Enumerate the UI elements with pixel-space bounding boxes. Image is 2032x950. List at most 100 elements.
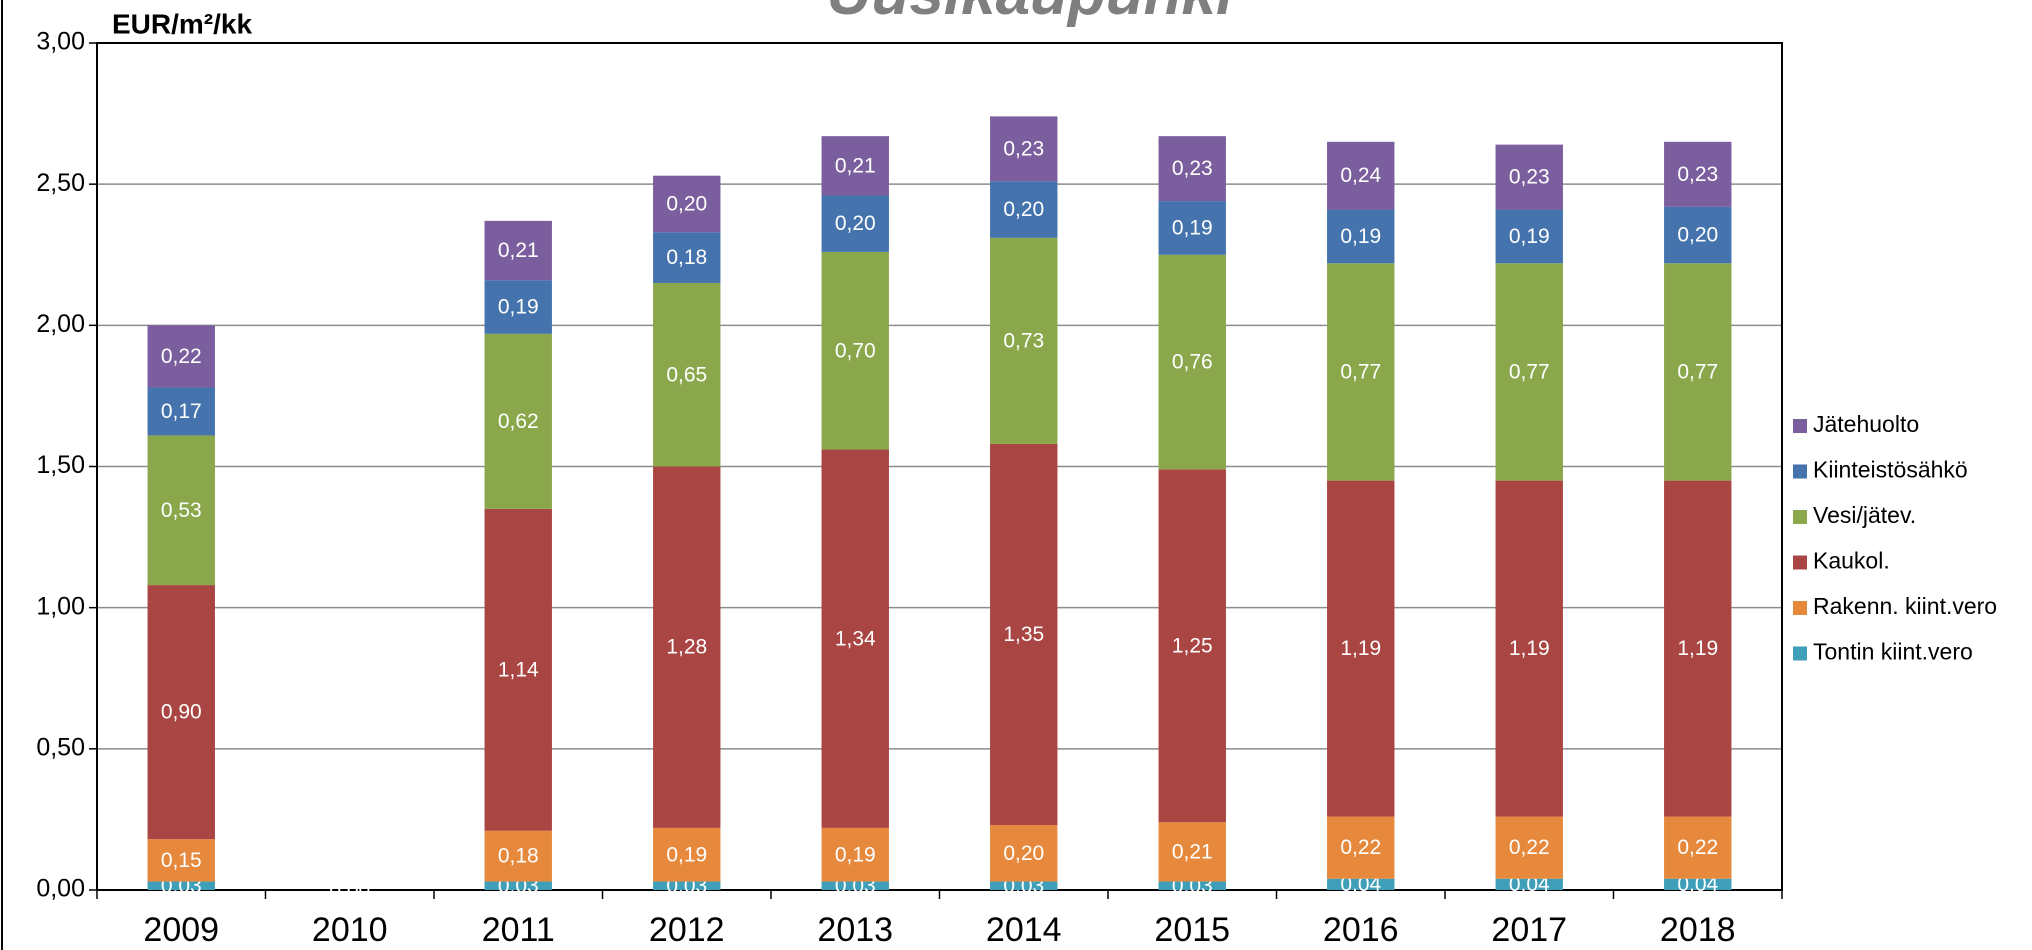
bar-segment [1495, 878, 1563, 890]
bar-segment [990, 443, 1058, 826]
bar-segment [484, 280, 552, 334]
data-label: 0,73 [1003, 329, 1044, 352]
legend-swatch [1793, 419, 1807, 433]
bar-segment [1158, 469, 1226, 823]
bar-segment [1495, 144, 1563, 210]
data-label: 1,19 [1677, 637, 1718, 660]
x-tick-label: 2015 [1154, 911, 1230, 949]
bar-segment [1158, 881, 1226, 890]
bar-segment [990, 116, 1058, 182]
x-tick-label: 2013 [817, 911, 893, 949]
data-label: 1,14 [498, 658, 539, 681]
legend-label: Jätehuolto [1813, 411, 1919, 437]
bar-segment [1495, 480, 1563, 817]
bar-segment [1495, 209, 1563, 264]
bar-segment [1664, 816, 1732, 879]
bar-segment [1327, 141, 1395, 210]
bar-segment [1327, 878, 1395, 890]
bar-segment [821, 195, 889, 252]
data-label: 0,77 [1509, 360, 1550, 383]
legend-label: Kiinteistösähkö [1813, 457, 1968, 483]
data-label: 0,20 [1003, 842, 1044, 865]
data-label: 0,20 [835, 212, 876, 235]
chart-title: Uusikaupunki [827, 0, 1235, 28]
x-tick-label: 2018 [1660, 911, 1736, 949]
legend-label: Rakenn. kiint.vero [1813, 593, 1997, 619]
data-label: 0,90 [161, 701, 202, 724]
bar-segment [1327, 209, 1395, 264]
y-axis-label: EUR/m²/kk [112, 8, 252, 39]
data-label: 0,53 [161, 499, 202, 522]
legend-swatch [1793, 646, 1807, 661]
data-label: 0,21 [498, 239, 539, 262]
y-tick-label: 3,00 [36, 28, 85, 56]
y-tick-label: 1,00 [36, 592, 85, 620]
bar-segment [653, 827, 721, 882]
bar-segment [1495, 816, 1563, 879]
data-label: 0,17 [161, 400, 202, 423]
bar-segment [653, 282, 721, 467]
data-label: 1,28 [666, 636, 707, 659]
data-label: 1,34 [835, 627, 876, 650]
y-tick-label: 1,50 [36, 451, 85, 479]
bar-segment [484, 333, 552, 509]
y-tick-label: 0,00 [36, 875, 85, 903]
legend-label: Tontin kiint.vero [1813, 639, 1973, 665]
x-tick-label: 2010 [312, 911, 388, 949]
bar-segment [1664, 141, 1732, 207]
legend-label: Vesi/jätev. [1813, 502, 1916, 528]
data-label: 0,20 [666, 192, 707, 215]
y-tick-label: 0,50 [36, 733, 85, 761]
data-label: 0,22 [1677, 836, 1718, 859]
data-label: 0,18 [666, 246, 707, 269]
data-label: 0,23 [1509, 166, 1550, 189]
data-label: 0,19 [498, 296, 539, 319]
data-label: 0,15 [161, 849, 202, 872]
legend-swatch [1793, 464, 1807, 479]
bar-segment [821, 881, 889, 890]
data-label: 0,62 [498, 410, 539, 433]
bar-segment [653, 175, 721, 233]
bar-segment [990, 181, 1058, 238]
data-label: 1,25 [1172, 634, 1213, 657]
legend-swatch [1793, 555, 1807, 570]
bar-segment [484, 508, 552, 831]
bar-segment [821, 449, 889, 828]
bar-segment [1327, 816, 1395, 879]
legend-label: Kaukol. [1813, 548, 1890, 574]
bar-segment [990, 881, 1058, 890]
data-label: 0,19 [1172, 216, 1213, 239]
data-label: 0,19 [835, 843, 876, 866]
data-label: 0,22 [1340, 836, 1381, 859]
legend-swatch [1793, 601, 1807, 615]
bar-segment [990, 237, 1058, 444]
bar-segment [147, 585, 215, 840]
data-label: 0,19 [666, 843, 707, 866]
data-label: 0,22 [161, 345, 202, 368]
bar-segment [821, 251, 889, 450]
x-tick-label: 2014 [986, 911, 1062, 949]
bar-segment [147, 881, 215, 890]
bar-segment [1664, 206, 1732, 264]
data-label: 0,00 [329, 879, 370, 902]
data-label: 0,22 [1509, 836, 1550, 859]
data-label: 0,70 [835, 339, 876, 362]
data-label: 1,19 [1340, 637, 1381, 660]
x-tick-label: 2017 [1491, 911, 1567, 949]
data-label: 0,21 [835, 154, 876, 177]
bar-segment [147, 435, 215, 586]
bar-segment [147, 387, 215, 436]
data-label: 0,23 [1172, 157, 1213, 180]
bar-segment [1495, 263, 1563, 481]
bar-segment [1327, 480, 1395, 817]
x-tick-label: 2009 [143, 911, 219, 949]
bar-segment [1158, 254, 1226, 470]
bar-segment [147, 839, 215, 882]
data-label: 1,19 [1509, 637, 1550, 660]
bar-segment [484, 220, 552, 281]
data-label: 0,21 [1172, 840, 1213, 863]
data-label: 0,18 [498, 845, 539, 868]
bar-segment [990, 825, 1058, 882]
bar-segment [653, 466, 721, 828]
